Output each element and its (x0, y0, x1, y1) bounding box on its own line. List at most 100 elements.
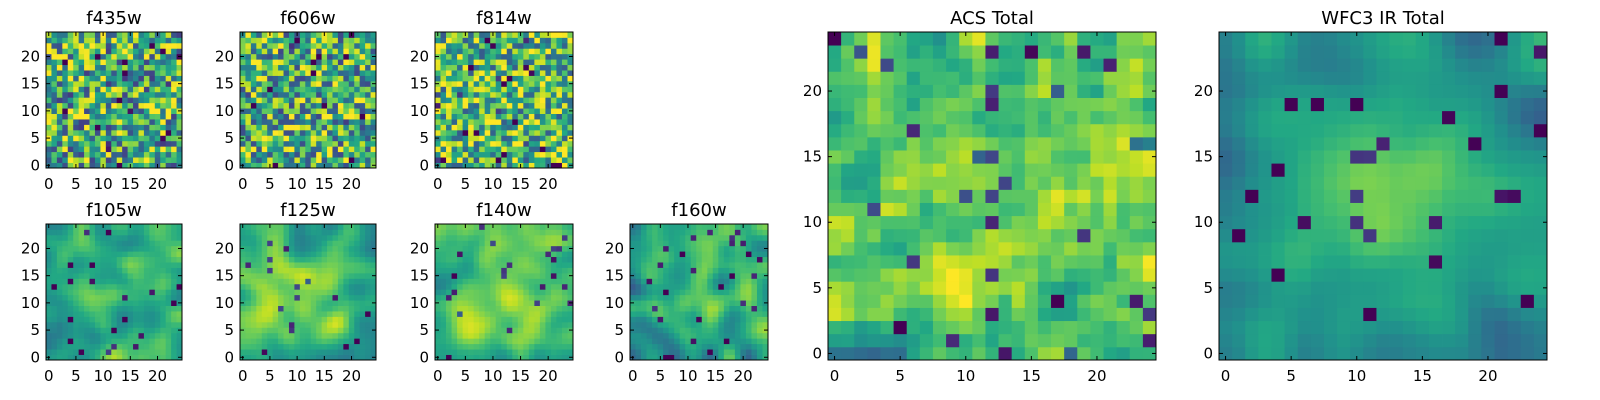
heatmap-cell (512, 151, 519, 158)
heatmap-cell (56, 42, 63, 49)
heatmap-cell (663, 234, 670, 241)
heatmap-cell (567, 305, 574, 312)
heatmap-cell (1011, 228, 1026, 243)
heatmap-cell (127, 86, 134, 93)
heatmap-cell (46, 102, 52, 109)
heatmap-cell (143, 240, 150, 247)
heatmap-cell (440, 80, 447, 87)
heatmap-cell (674, 343, 681, 350)
heatmap-cell (457, 113, 463, 120)
heatmap-cell (534, 146, 541, 153)
heatmap-cell (528, 283, 535, 290)
heatmap-cell (539, 240, 546, 247)
heatmap-cell (550, 311, 557, 317)
heatmap-cell (473, 151, 480, 158)
heatmap-cell (46, 316, 52, 323)
heatmap-cell (321, 267, 328, 274)
heatmap-cell (740, 338, 747, 345)
heatmap-cell (272, 97, 279, 104)
heatmap-cell (305, 157, 312, 163)
heatmap-cell (484, 234, 491, 241)
heatmap-cell (668, 283, 675, 290)
heatmap-cell (854, 320, 868, 335)
heatmap-cell (171, 32, 177, 38)
heatmap-cell (762, 229, 769, 236)
heatmap-cell (143, 267, 150, 274)
heatmap-cell (171, 245, 177, 252)
heatmap-cell (56, 278, 63, 285)
heatmap-cell (512, 354, 519, 361)
heatmap-cell (154, 102, 161, 109)
heatmap-cell (337, 343, 344, 350)
heatmap-cell (89, 157, 96, 163)
heatmap-cell (534, 321, 541, 328)
heatmap-cell (84, 102, 90, 109)
heatmap-cell (165, 135, 172, 142)
y-tick-label: 15 (410, 75, 429, 93)
heatmap-cell (484, 70, 491, 76)
heatmap-cell (512, 224, 519, 230)
heatmap-cell (116, 59, 123, 66)
heatmap-cell (348, 321, 355, 328)
x-tick-label: 5 (71, 175, 81, 193)
heatmap-cell (1064, 163, 1078, 177)
heatmap-cell (523, 129, 530, 136)
heatmap-cell (561, 86, 568, 93)
heatmap-cell (512, 338, 519, 345)
heatmap-cell (506, 48, 513, 55)
heatmap-cell (84, 70, 90, 76)
heatmap-cell (370, 234, 377, 241)
heatmap-cell (116, 283, 123, 290)
heatmap-cell (550, 113, 557, 120)
heatmap-cell (690, 224, 697, 230)
heatmap-cell (550, 229, 557, 236)
heatmap-cell (105, 224, 112, 230)
heatmap-cell (165, 119, 172, 125)
heatmap-cell (171, 343, 177, 350)
heatmap-cell (501, 75, 508, 82)
heatmap-cell (462, 113, 469, 120)
heatmap-cell (451, 108, 458, 114)
heatmap-cell (998, 228, 1013, 243)
heatmap-cell (545, 245, 552, 252)
heatmap-cell (517, 113, 524, 120)
heatmap-cell (473, 32, 480, 38)
heatmap-cell (288, 37, 295, 44)
heatmap-cell (105, 140, 112, 147)
heatmap-cell (316, 124, 322, 131)
heatmap-cell (880, 307, 894, 322)
heatmap-cell (245, 289, 252, 296)
heatmap-cell (534, 48, 541, 55)
y-tick-label: 5 (419, 129, 429, 147)
x-tick-label: 15 (315, 367, 334, 385)
heatmap-cell (506, 124, 513, 131)
heatmap-cell (154, 262, 161, 268)
heatmap-cell (451, 272, 458, 279)
heatmap-cell (73, 272, 80, 279)
heatmap-cell (154, 86, 161, 93)
heatmap-cell (490, 59, 497, 66)
heatmap-cell (550, 75, 557, 82)
heatmap-cell (490, 129, 497, 136)
heatmap-cell (160, 278, 167, 285)
heatmap-cell (457, 102, 463, 109)
heatmap-cell (316, 327, 322, 334)
heatmap-cell (111, 113, 118, 120)
heatmap-cell (630, 289, 636, 296)
y-tick-label: 15 (215, 267, 234, 285)
heatmap-cell (267, 278, 274, 285)
heatmap-cell (712, 283, 719, 290)
heatmap-cell (67, 135, 74, 142)
heatmap-cell (272, 256, 279, 263)
heatmap-cell (479, 42, 486, 49)
heatmap-cell (690, 305, 697, 312)
heatmap-cell (1129, 241, 1144, 256)
heatmap-cell (261, 75, 268, 82)
heatmap-cell (932, 228, 947, 243)
heatmap-cell (160, 37, 167, 44)
heatmap-cell (707, 332, 714, 339)
heatmap-cell (435, 332, 441, 339)
heatmap-cell (365, 80, 371, 87)
heatmap-cell (267, 157, 274, 163)
